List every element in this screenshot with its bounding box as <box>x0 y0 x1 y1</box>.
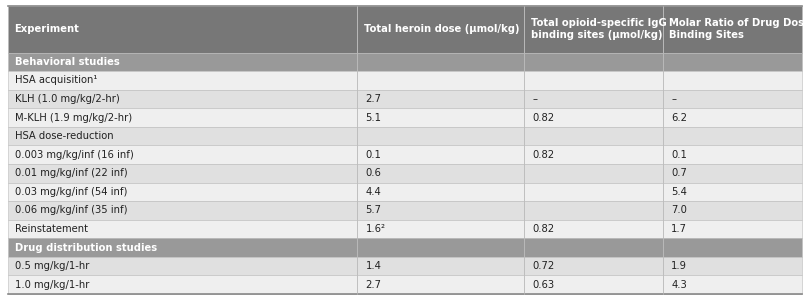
Bar <box>357 71 524 90</box>
Text: 0.01 mg/kg/inf (22 inf): 0.01 mg/kg/inf (22 inf) <box>15 168 127 178</box>
Bar <box>524 127 663 146</box>
Bar <box>357 164 524 182</box>
Text: 1.9: 1.9 <box>671 261 687 271</box>
Text: 0.82: 0.82 <box>532 224 554 234</box>
Bar <box>8 52 357 71</box>
Bar <box>8 71 357 90</box>
Text: 0.03 mg/kg/inf (54 inf): 0.03 mg/kg/inf (54 inf) <box>15 187 127 197</box>
Bar <box>8 164 357 182</box>
Bar <box>663 108 802 127</box>
Text: 2.7: 2.7 <box>365 280 382 290</box>
Bar <box>357 52 524 71</box>
Bar <box>357 146 524 164</box>
Text: HSA acquisition¹: HSA acquisition¹ <box>15 75 97 85</box>
Text: 0.1: 0.1 <box>671 150 687 160</box>
Text: 4.3: 4.3 <box>671 280 687 290</box>
Bar <box>524 71 663 90</box>
Bar <box>524 220 663 238</box>
Bar <box>357 257 524 275</box>
Text: 2.7: 2.7 <box>365 94 382 104</box>
Bar <box>524 90 663 108</box>
Bar <box>524 182 663 201</box>
Bar <box>663 71 802 90</box>
Text: Total heroin dose (μmol/kg): Total heroin dose (μmol/kg) <box>364 24 519 34</box>
Text: –: – <box>532 94 537 104</box>
Text: 5.1: 5.1 <box>365 112 382 122</box>
Bar <box>524 108 663 127</box>
Bar <box>8 6 357 52</box>
Text: –: – <box>671 94 676 104</box>
Bar <box>8 275 357 294</box>
Bar <box>663 257 802 275</box>
Text: Molar Ratio of Drug Dose: IgG
Binding Sites: Molar Ratio of Drug Dose: IgG Binding Si… <box>669 18 810 40</box>
Text: HSA dose-reduction: HSA dose-reduction <box>15 131 113 141</box>
Bar <box>8 201 357 220</box>
Bar <box>663 90 802 108</box>
Text: Behavioral studies: Behavioral studies <box>15 57 119 67</box>
Bar <box>8 127 357 146</box>
Bar <box>357 90 524 108</box>
Bar <box>663 220 802 238</box>
Bar <box>357 238 524 257</box>
Text: Reinstatement: Reinstatement <box>15 224 87 234</box>
Bar <box>524 201 663 220</box>
Bar <box>524 6 663 52</box>
Bar <box>357 275 524 294</box>
Bar <box>524 164 663 182</box>
Bar <box>357 182 524 201</box>
Text: 0.5 mg/kg/1-hr: 0.5 mg/kg/1-hr <box>15 261 89 271</box>
Text: 0.82: 0.82 <box>532 150 554 160</box>
Text: 6.2: 6.2 <box>671 112 687 122</box>
Bar <box>357 127 524 146</box>
Text: 1.7: 1.7 <box>671 224 687 234</box>
Bar <box>8 146 357 164</box>
Text: Drug distribution studies: Drug distribution studies <box>15 243 156 253</box>
Bar <box>8 108 357 127</box>
Text: Total opioid-specific IgG
binding sites (μmol/kg): Total opioid-specific IgG binding sites … <box>531 18 667 40</box>
Text: M-KLH (1.9 mg/kg/2-hr): M-KLH (1.9 mg/kg/2-hr) <box>15 112 132 122</box>
Text: 1.4: 1.4 <box>365 261 382 271</box>
Bar <box>663 201 802 220</box>
Bar <box>524 257 663 275</box>
Bar <box>663 238 802 257</box>
Bar <box>524 238 663 257</box>
Bar <box>524 146 663 164</box>
Text: 7.0: 7.0 <box>671 206 687 215</box>
Text: 4.4: 4.4 <box>365 187 382 197</box>
Bar <box>8 220 357 238</box>
Bar <box>663 6 802 52</box>
Text: 0.1: 0.1 <box>365 150 382 160</box>
Text: 1.6²: 1.6² <box>365 224 386 234</box>
Bar <box>663 182 802 201</box>
Bar <box>524 52 663 71</box>
Bar <box>663 127 802 146</box>
Text: 0.7: 0.7 <box>671 168 687 178</box>
Bar <box>357 6 524 52</box>
Text: 0.06 mg/kg/inf (35 inf): 0.06 mg/kg/inf (35 inf) <box>15 206 127 215</box>
Bar <box>663 275 802 294</box>
Bar <box>524 275 663 294</box>
Bar <box>663 52 802 71</box>
Bar <box>357 201 524 220</box>
Bar <box>357 220 524 238</box>
Text: 0.82: 0.82 <box>532 112 554 122</box>
Text: 0.63: 0.63 <box>532 280 554 290</box>
Text: 1.0 mg/kg/1-hr: 1.0 mg/kg/1-hr <box>15 280 89 290</box>
Bar <box>8 257 357 275</box>
Text: 5.7: 5.7 <box>365 206 382 215</box>
Bar <box>357 108 524 127</box>
Text: 0.6: 0.6 <box>365 168 382 178</box>
Bar <box>663 146 802 164</box>
Bar <box>8 182 357 201</box>
Text: 5.4: 5.4 <box>671 187 687 197</box>
Text: 0.003 mg/kg/inf (16 inf): 0.003 mg/kg/inf (16 inf) <box>15 150 134 160</box>
Text: KLH (1.0 mg/kg/2-hr): KLH (1.0 mg/kg/2-hr) <box>15 94 119 104</box>
Bar <box>8 238 357 257</box>
Bar <box>663 164 802 182</box>
Text: Experiment: Experiment <box>15 24 79 34</box>
Bar <box>8 90 357 108</box>
Text: 0.72: 0.72 <box>532 261 554 271</box>
